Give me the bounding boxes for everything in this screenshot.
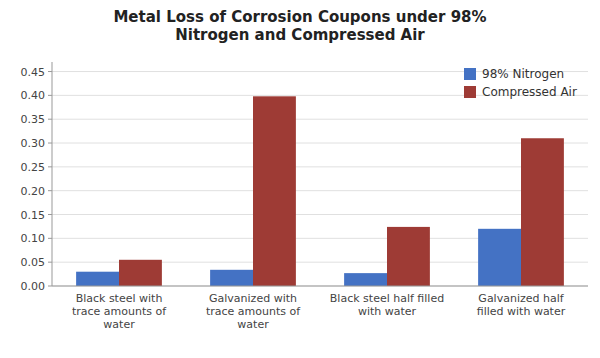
tick-label: 0.40 xyxy=(21,89,46,102)
bar: Compressed Air: 0.124 xyxy=(387,227,430,286)
tick-mark xyxy=(48,71,52,72)
tick-label: 0.30 xyxy=(21,137,46,150)
text-line: Metal Loss of Corrosion Coupons under 98… xyxy=(113,8,486,26)
text-line: trace amounts of xyxy=(206,305,301,318)
tick-label: Black steel half filledwith water xyxy=(330,292,444,318)
tick-label: 0.35 xyxy=(21,113,46,126)
text-line: trace amounts of xyxy=(72,305,167,318)
tick-label: Galvanized halffilled with water xyxy=(477,292,566,318)
tick-label: 0.05 xyxy=(21,256,46,269)
bar: Compressed Air: 0.398 xyxy=(253,96,296,286)
tick-label: Galvanized withtrace amounts ofwater xyxy=(206,292,301,331)
tick-mark xyxy=(48,95,52,96)
tick-mark xyxy=(48,143,52,144)
bar: Compressed Air: 0.055 xyxy=(119,260,162,286)
tick-mark xyxy=(48,238,52,239)
grid-line xyxy=(52,166,588,167)
legend-label: Compressed Air xyxy=(482,85,577,99)
tick-label: 0.10 xyxy=(21,232,46,245)
tick-label: 0.00 xyxy=(21,280,46,293)
x-axis: Black steel withtrace amounts ofwaterGal… xyxy=(72,292,566,331)
tick-mark xyxy=(48,166,52,167)
tick-mark xyxy=(48,214,52,215)
text-line: with water xyxy=(358,305,417,318)
bar: 98% Nitrogen: 0.034 xyxy=(210,270,253,286)
y-axis: 0.00 0.05 0.10 0.15 0.20 0.25 0.30 0.35 0.40 0.45 xyxy=(21,66,589,293)
text-line: water xyxy=(103,318,135,331)
text-line: Galvanized with xyxy=(209,292,297,305)
tick-label: 0.15 xyxy=(21,209,46,222)
grid-line xyxy=(52,214,588,215)
legend-label: 98% Nitrogen xyxy=(482,67,564,81)
grid-line xyxy=(52,119,588,120)
bar: Compressed Air: 0.31 xyxy=(521,138,564,286)
tick-label: 0.20 xyxy=(21,185,46,198)
legend: 98% Nitrogen Compressed Air xyxy=(464,67,577,99)
legend-swatch xyxy=(464,86,476,98)
grid-line xyxy=(52,143,588,144)
grid-line xyxy=(52,190,588,191)
tick-mark xyxy=(48,190,52,191)
bar: 98% Nitrogen: 0.12 xyxy=(478,229,521,286)
chart: Metal Loss of Corrosion Coupons under 98… xyxy=(0,0,600,358)
title: Metal Loss of Corrosion Coupons under 98… xyxy=(113,8,486,44)
text-line: water xyxy=(237,318,269,331)
text-line: Nitrogen and Compressed Air xyxy=(175,26,425,44)
text-line: Black steel with xyxy=(76,292,163,305)
tick-label: 0.25 xyxy=(21,161,46,174)
legend-swatch xyxy=(464,68,476,80)
grid-line xyxy=(52,286,588,287)
bar: 98% Nitrogen: 0.027 xyxy=(344,273,387,286)
text-line: Black steel half filled xyxy=(330,292,444,305)
x-axis-line xyxy=(52,286,588,287)
bars: 98% Nitrogen: 0.03 98% Nitrogen: 0.034 98%… xyxy=(76,96,564,286)
text-line: Galvanized half xyxy=(478,292,564,305)
y-axis-line xyxy=(52,62,53,286)
text-line: filled with water xyxy=(477,305,566,318)
tick-label: Black steel withtrace amounts ofwater xyxy=(72,292,167,331)
tick-mark xyxy=(48,262,52,263)
tick-mark xyxy=(48,286,52,287)
tick-label: 0.45 xyxy=(21,66,46,79)
tick-mark xyxy=(48,119,52,120)
bar: 98% Nitrogen: 0.03 xyxy=(76,272,119,286)
